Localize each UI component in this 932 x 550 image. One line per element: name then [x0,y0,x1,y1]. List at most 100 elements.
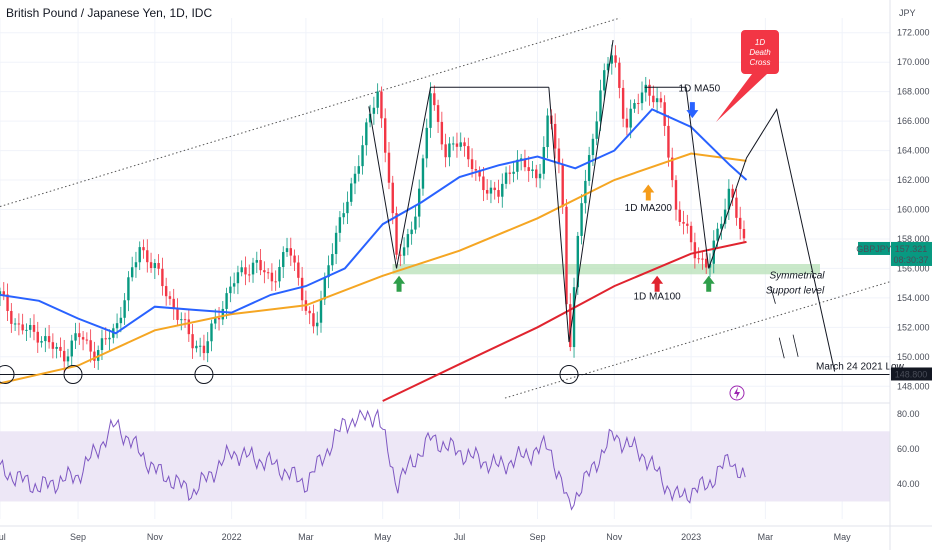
candle-body [346,201,349,214]
candle-body [308,310,311,314]
x-tick-label: Sep [70,532,86,542]
candle [538,164,542,189]
last-price-tag [891,241,932,266]
candle [180,312,183,331]
candle-body [198,345,202,347]
candle [531,160,534,179]
candle-body [187,319,191,335]
y-tick-label: 166.000 [897,116,930,126]
candle-body [406,234,410,248]
candle-body [293,255,296,263]
candle-body [387,152,391,183]
candle [659,91,663,108]
candle-body [399,254,402,256]
candle-body [251,262,255,275]
candle-body [153,263,157,268]
callout-text: Cross [750,58,771,67]
candle-body [504,172,508,184]
candle [44,327,47,353]
x-tick-label: May [834,532,852,542]
y-tick-label: 172.000 [897,28,930,38]
candle [448,137,451,167]
candle-body [134,262,138,268]
channel-upper-line [0,17,621,208]
candle [149,252,153,273]
candle [372,96,376,125]
rsi-y-tick-label: 80.00 [897,409,920,419]
x-tick-label: May [374,532,392,542]
candle [731,184,734,207]
candle-body [614,55,617,63]
candle-body [451,143,455,145]
candle [17,313,21,336]
candle [138,241,141,271]
candle [59,337,62,358]
candle-body [701,258,704,260]
candle [705,252,708,274]
candle-body [493,187,496,191]
channel-lower-line [504,281,891,399]
candle [263,261,266,284]
candle [444,133,447,168]
candle-body [221,308,225,320]
candle [25,323,28,342]
candle-body [470,159,474,170]
candle [501,173,504,208]
candle [633,99,636,113]
candle [331,243,334,271]
candle [701,251,704,270]
candle-body [172,298,175,309]
x-tick-label: Sep [530,532,546,542]
candle [134,251,138,278]
x-tick-label: Mar [298,532,314,542]
candle-body [652,95,655,103]
candle [108,329,111,351]
candle [29,318,32,338]
candle-body [376,91,379,108]
candle [334,225,338,265]
candle [384,108,387,163]
candle [183,312,187,328]
candle-body [300,277,304,301]
candle-body [527,167,530,172]
candle-body [595,121,598,139]
y-tick-label: 158.000 [897,234,930,244]
candle [667,115,670,167]
candle-body [338,217,342,233]
candle [319,290,323,333]
candle [621,79,625,128]
lightning-bolt-icon [729,385,745,401]
candle [625,107,629,136]
candle-body [561,164,564,207]
candle [40,336,43,348]
candle [523,149,527,172]
candle [599,79,602,131]
low-level-tag [891,367,932,381]
candle-body [587,155,591,181]
candle [640,81,644,111]
candle-body [100,338,104,351]
candle-body [671,157,674,181]
candle-body [606,63,610,71]
candle [198,337,202,357]
candle-body [289,248,292,256]
candle-body [180,319,183,321]
candle-body [674,180,678,210]
candle [32,314,36,341]
candle [674,175,678,221]
candle-body [51,342,55,349]
candle [395,206,398,260]
x-tick-label: 2023 [681,532,701,542]
candle-body [610,55,613,64]
time-axis: Jul Sep Nov 2022 Mar May Jul Sep Nov 2023 Mar May [0,525,932,542]
candle-body [705,258,708,268]
axis-currency-label: JPY [899,8,916,18]
x-tick-label: Jul [0,532,6,542]
rsi-band [0,431,890,502]
candle-body [123,300,126,318]
candle-body [176,308,179,320]
candle [482,167,485,202]
low-marker-circle [0,364,15,384]
candle-body [659,98,663,103]
